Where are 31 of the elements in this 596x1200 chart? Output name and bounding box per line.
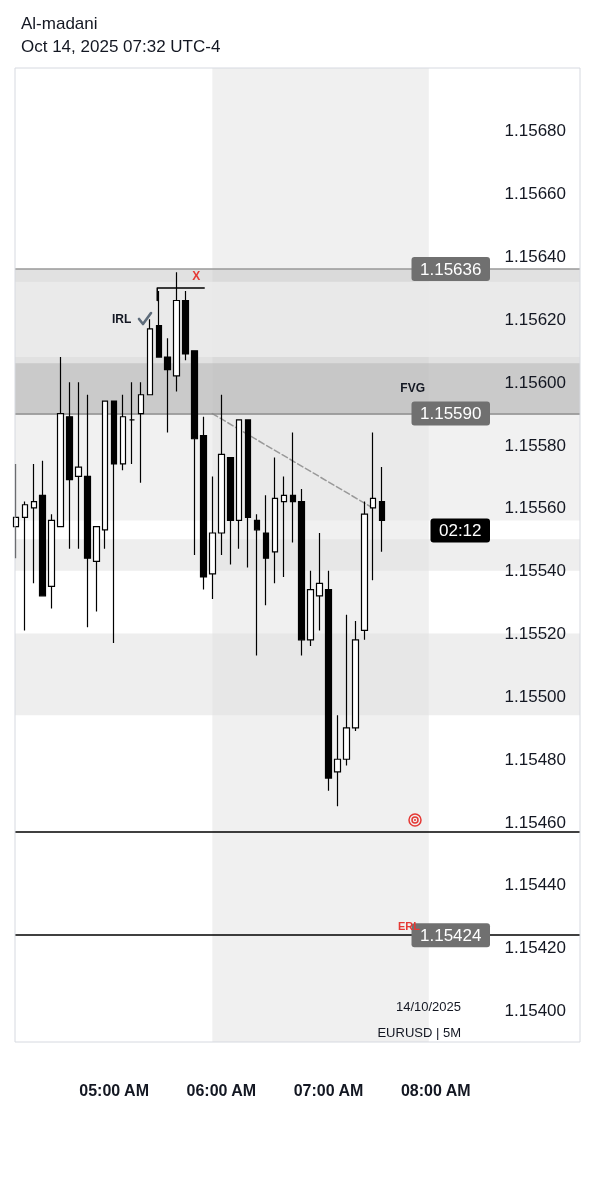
x-tick-label: 05:00 AM — [79, 1081, 149, 1099]
y-tick-label: 1.15580 — [504, 435, 566, 455]
x-tick-label: 07:00 AM — [293, 1081, 364, 1099]
annotation: EURUSD | 5M — [377, 1024, 461, 1040]
y-tick-label: 1.15400 — [504, 1001, 566, 1021]
band-label: IRL — [112, 312, 132, 327]
y-tick-label: 1.15600 — [504, 372, 566, 392]
annotation: 14/10/2025 — [395, 998, 461, 1014]
ref-line-label: 1.15636 — [420, 259, 482, 279]
ref-line-label: 1.15590 — [420, 404, 482, 424]
y-tick-label: 1.15660 — [504, 184, 566, 204]
y-tick-label: 1.15640 — [504, 247, 566, 267]
y-tick-label: 1.15420 — [504, 938, 566, 958]
y-tick-label: 1.15480 — [504, 749, 566, 769]
chart-subtitle: Oct 14, 2025 07:32 UTC-4 — [21, 37, 221, 56]
x-tick-label: 08:00 AM — [400, 1081, 471, 1099]
y-tick-label: 1.15500 — [504, 686, 566, 706]
y-tick-label: 1.15520 — [504, 624, 566, 644]
y-tick-label: 1.15560 — [504, 498, 566, 518]
y-tick-label: 1.15440 — [504, 875, 566, 895]
y-tick-label: 1.15680 — [504, 121, 566, 141]
y-tick-label: 1.15460 — [504, 812, 566, 832]
chart-title: Al-madani — [21, 14, 98, 33]
x-tick-label: 06:00 AM — [186, 1081, 257, 1099]
band-label: FVG — [400, 381, 425, 396]
annotation: 02:12 — [438, 520, 482, 540]
y-tick-label: 1.15620 — [504, 309, 566, 329]
y-tick-label: 1.15540 — [504, 561, 566, 581]
ref-line-label: 1.15424 — [420, 925, 482, 945]
annotation: ERL — [398, 919, 421, 932]
annotation: X — [192, 268, 201, 283]
